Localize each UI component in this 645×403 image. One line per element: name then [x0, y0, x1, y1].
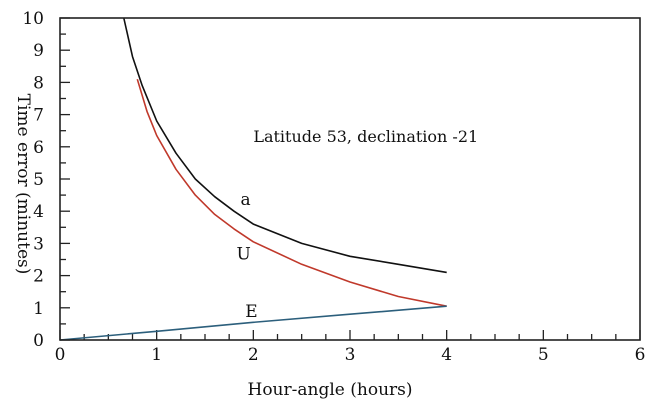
y-tick-label: 2	[33, 267, 44, 287]
x-axis-title: Hour-angle (hours)	[248, 380, 413, 399]
series-label-e: E	[245, 302, 257, 322]
labels-layer: 0 1 2 3 4 5 6 0 1 2 3 4 5 6 7 8 9 10 a U E	[22, 9, 645, 365]
y-tick-label: 0	[33, 331, 44, 351]
y-tick-label: 1	[33, 299, 44, 319]
y-tick-label: 7	[33, 106, 44, 126]
x-tick-label: 3	[345, 345, 356, 365]
y-tick-label: 8	[33, 73, 44, 93]
y-tick-label: 4	[33, 202, 44, 222]
series-layer	[59, 17, 447, 341]
x-tick-label: 6	[635, 345, 645, 365]
y-tick-label: 3	[33, 234, 44, 254]
x-tick-label: 5	[538, 345, 549, 365]
y-tick-label: 6	[33, 138, 44, 158]
series-line-a	[123, 17, 447, 274]
chart-annotation: Latitude 53, declination -21	[253, 127, 478, 146]
x-tick-label: 0	[55, 345, 66, 365]
x-tick-label: 2	[248, 345, 259, 365]
y-axis-title: Time error (minutes)	[13, 94, 33, 275]
plot-frame	[59, 17, 641, 341]
series-label-u: U	[237, 245, 251, 265]
y-tick-label: 5	[33, 170, 44, 190]
y-tick-label: 10	[22, 9, 44, 29]
series-label-a: a	[241, 190, 251, 210]
series-line-u	[136, 78, 447, 307]
y-tick-label: 9	[33, 41, 44, 61]
series-line-e	[59, 305, 447, 341]
ticks-layer	[59, 17, 641, 341]
x-tick-label: 1	[151, 345, 162, 365]
x-tick-label: 4	[441, 345, 452, 365]
